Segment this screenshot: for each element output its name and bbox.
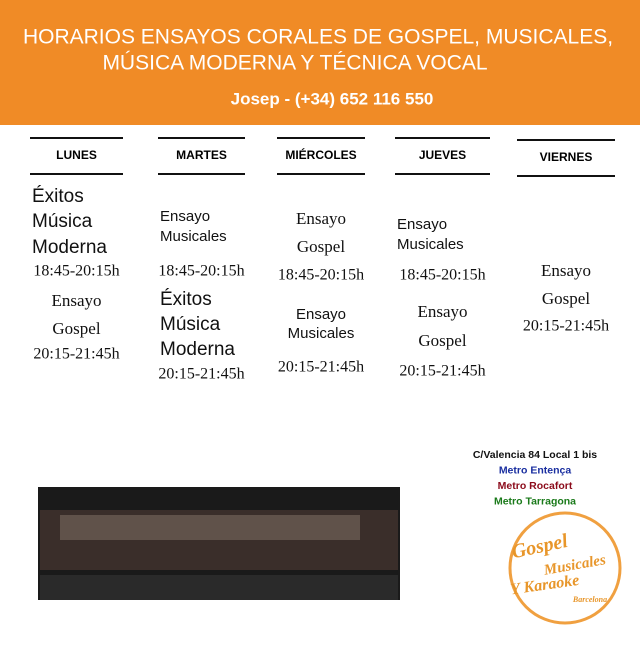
schedule-entry: Gospel [418,331,466,350]
schedule-entry: Música [160,314,221,335]
day-label: MARTES [176,148,227,162]
day-label: VIERNES [540,150,593,164]
header-band [0,0,640,125]
title-line: MÚSICA MODERNA Y TÉCNICA VOCAL [102,52,487,75]
schedule-entry: Ensayo [296,209,346,228]
schedule-entry: 18:45-20:15h [278,267,364,284]
address-line: Metro Rocafort [498,480,573,492]
address-line: C/Valencia 84 Local 1 bis [473,449,597,461]
schedule-entry: Ensayo [296,306,346,323]
schedule-entry: 20:15-21:45h [523,318,609,335]
logo-text: Y Karaoke [509,572,580,598]
photo [38,487,400,600]
schedule-entry: 18:45-20:15h [158,263,244,280]
schedule-entry: Moderna [32,237,107,258]
schedule-entry: Moderna [160,339,235,360]
schedule-entry: 20:15-21:45h [399,363,485,380]
schedule-entry: Ensayo [397,216,447,233]
schedule-entry: 18:45-20:15h [33,263,119,280]
address-line: Metro Tarragona [494,495,576,507]
logo-text: Barcelona [572,595,607,604]
schedule-entry: 20:15-21:45h [33,346,119,363]
schedule-entry: Ensayo [160,208,210,225]
day-label: JUEVES [419,148,466,162]
schedule-entry: Gospel [52,319,100,338]
schedule-entry: Gospel [542,289,590,308]
schedule-entry: Éxitos [160,289,212,310]
schedule-entry: Éxitos [32,186,84,207]
address-line: Metro Entença [499,464,572,476]
schedule-entry: 18:45-20:15h [399,267,485,284]
schedule-entry: Musicales [160,228,227,245]
logo [508,511,622,625]
title-line: HORARIOS ENSAYOS CORALES DE GOSPEL, MUSI… [23,26,613,49]
schedule-entry: Ensayo [541,261,591,280]
schedule-entry: Ensayo [417,302,467,321]
logo-text: Gospel [510,530,570,563]
schedule-entry: 20:15-21:45h [278,359,364,376]
contact: Josep - (+34) 652 116 550 [231,89,434,108]
schedule-entry: Gospel [297,237,345,256]
day-label: LUNES [56,148,97,162]
schedule-entry: Musicales [397,236,464,253]
day-label: MIÉRCOLES [285,147,356,162]
schedule-entry: Ensayo [51,291,101,310]
schedule-entry: Música [32,211,93,232]
schedule-entry: Musicales [288,325,355,342]
schedule-entry: 20:15-21:45h [158,366,244,383]
